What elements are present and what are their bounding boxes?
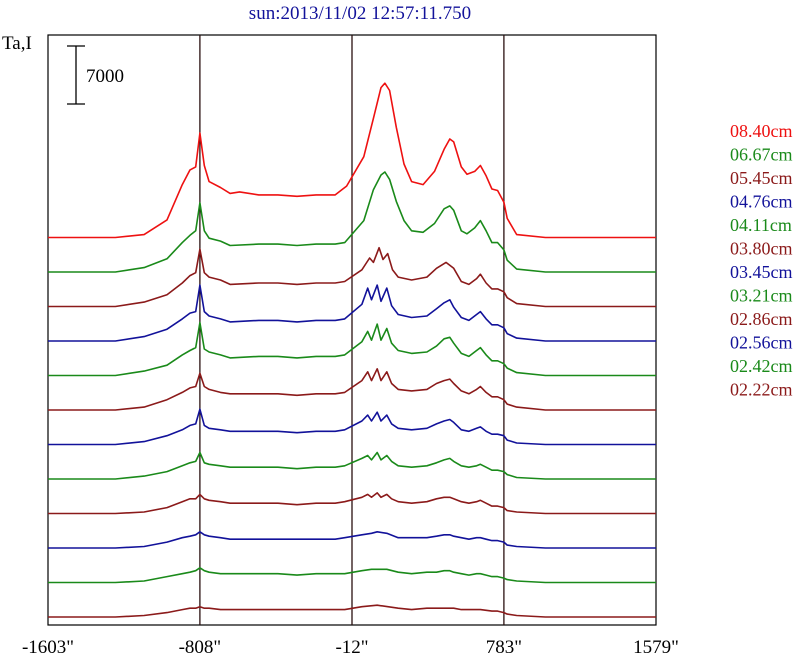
- x-tick-label: -12": [335, 637, 368, 658]
- x-tick-label: 783": [486, 637, 522, 658]
- series-line-06-67cm: [48, 171, 656, 273]
- legend-item: 02.56cm: [730, 333, 793, 353]
- series-lines: [48, 82, 656, 618]
- legend-item: 04.11cm: [730, 215, 792, 235]
- legend-item: 08.40cm: [730, 121, 793, 141]
- series-line-02-22cm: [48, 604, 656, 618]
- y-axis-label: Ta,I: [2, 33, 32, 54]
- series-line-02-86cm: [48, 492, 656, 515]
- legend-item: 05.45cm: [730, 168, 793, 188]
- series-line-05-45cm: [48, 246, 656, 308]
- legend: 08.40cm 06.67cm 05.45cm 04.76cm 04.11cm 03.80…: [730, 121, 793, 400]
- chart-title: sun:2013/11/02 12:57:11.750: [249, 3, 471, 24]
- series-line-04-76cm: [48, 284, 656, 342]
- series-line-03-80cm: [48, 368, 656, 411]
- legend-item: 04.76cm: [730, 192, 793, 212]
- x-tick-label: 1579": [633, 637, 679, 658]
- x-tick-label: -808": [179, 637, 222, 658]
- legend-item: 06.67cm: [730, 145, 793, 165]
- series-line-02-42cm: [48, 567, 656, 584]
- series-line-08-40cm: [48, 82, 656, 239]
- scale-bar: 7000: [67, 45, 124, 105]
- legend-item: 02.86cm: [730, 309, 793, 329]
- series-line-03-45cm: [48, 408, 656, 446]
- legend-item: 02.42cm: [730, 356, 793, 376]
- series-line-02-56cm: [48, 531, 656, 549]
- x-tick-label: -1603": [22, 637, 74, 658]
- legend-item: 03.45cm: [730, 262, 793, 282]
- legend-item: 03.80cm: [730, 239, 793, 259]
- x-tick-labels: -1603" -808" -12" 783" 1579": [22, 637, 679, 658]
- scale-bar-label: 7000: [86, 66, 124, 87]
- series-line-04-11cm: [48, 321, 656, 377]
- series-line-03-21cm: [48, 451, 656, 480]
- legend-item: 03.21cm: [730, 286, 793, 306]
- legend-item: 02.22cm: [730, 380, 793, 400]
